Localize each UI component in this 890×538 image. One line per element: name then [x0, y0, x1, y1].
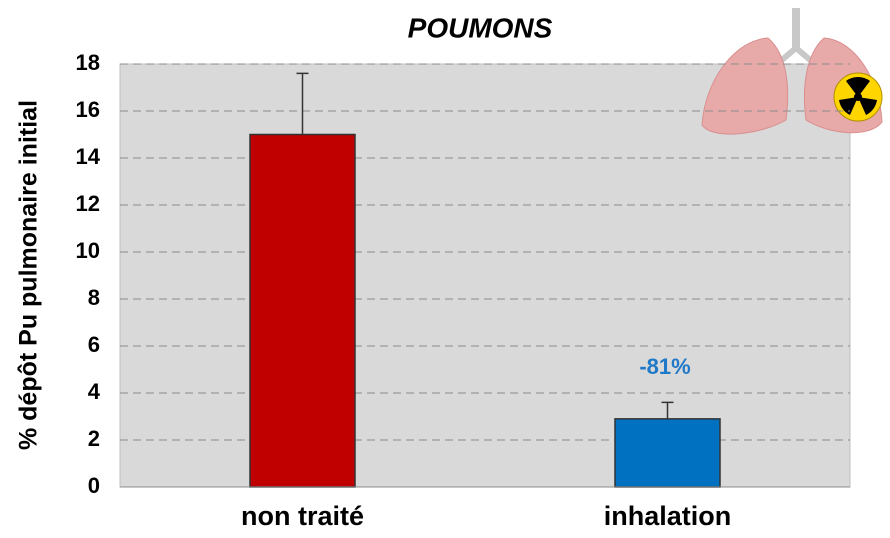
chart: POUMONS % dépôt Pu pulmonaire initial -8…	[0, 0, 890, 538]
y-axis-label: % dépôt Pu pulmonaire initial	[15, 100, 43, 450]
y-tick-label: 6	[88, 332, 100, 357]
y-tick-label: 18	[76, 50, 100, 75]
y-tick-label: 4	[88, 379, 101, 404]
y-tick-label: 10	[76, 238, 100, 263]
bar	[615, 419, 720, 487]
y-tick-label: 2	[88, 426, 100, 451]
x-tick-label: inhalation	[604, 501, 732, 531]
y-tick-label: 14	[76, 144, 101, 169]
annotation: -81%	[639, 354, 690, 379]
chart-title: POUMONS	[408, 12, 553, 43]
y-tick-label: 0	[88, 473, 100, 498]
y-tick-label: 8	[88, 285, 100, 310]
bar	[250, 135, 355, 488]
x-tick-label: non traité	[241, 501, 364, 531]
y-tick-label: 12	[76, 191, 100, 216]
y-tick-label: 16	[76, 97, 100, 122]
